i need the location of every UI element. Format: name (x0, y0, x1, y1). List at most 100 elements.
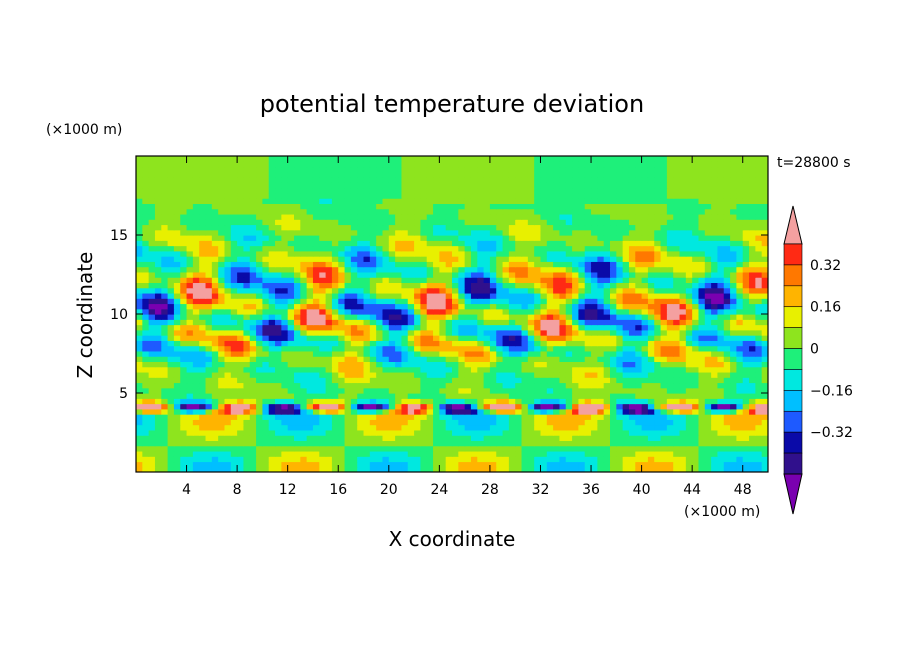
field-cell (458, 324, 466, 331)
field-cell (300, 287, 308, 294)
field-cell (414, 393, 421, 399)
field-cell (584, 345, 592, 352)
field-cell (666, 298, 674, 305)
field-cell (603, 371, 611, 378)
field-cell (647, 256, 655, 262)
field-cell (230, 261, 238, 268)
field-cell (730, 340, 737, 347)
field-cell (673, 398, 681, 405)
field-cell (294, 424, 301, 431)
field-cell (249, 266, 257, 273)
field-cell (249, 461, 257, 468)
field-cell (628, 229, 636, 236)
field-cell (565, 256, 573, 262)
field-cell (704, 456, 712, 463)
field-cell (294, 224, 301, 231)
field-cell (167, 382, 175, 389)
field-cell (350, 235, 358, 241)
field-cell (268, 408, 276, 415)
field-cell (546, 345, 554, 352)
field-cell (363, 398, 371, 405)
field-cell (414, 377, 421, 384)
field-cell (275, 356, 282, 362)
field-cell (717, 371, 725, 378)
field-cell (319, 250, 327, 257)
field-cell (591, 335, 598, 341)
field-cell (470, 240, 478, 247)
field-cell (521, 350, 529, 357)
field-cell (628, 361, 636, 368)
field-cell (711, 461, 719, 468)
field-cell (186, 445, 194, 452)
field-cell (603, 266, 611, 273)
field-cell (723, 292, 731, 299)
field-cell (584, 340, 592, 347)
field-cell (464, 366, 472, 373)
field-cell (666, 229, 674, 236)
field-cell (603, 224, 611, 231)
field-cell (521, 266, 529, 273)
field-cell (685, 208, 693, 215)
field-cell (704, 282, 712, 289)
field-cell (439, 208, 447, 215)
field-cell (458, 335, 466, 341)
field-cell (325, 356, 333, 362)
field-cell (395, 271, 403, 278)
field-cell (199, 229, 207, 236)
field-cell (256, 240, 263, 247)
field-cell (369, 235, 377, 241)
field-cell (136, 208, 143, 215)
field-cell (243, 324, 251, 331)
field-cell (142, 461, 150, 468)
field-cell (256, 408, 263, 415)
field-cell (205, 292, 213, 299)
field-cell (319, 356, 327, 362)
field-cell (319, 377, 327, 384)
field-cell (584, 324, 592, 331)
field-cell (717, 229, 725, 236)
field-cell (306, 319, 314, 326)
field-cell (540, 224, 548, 231)
field-cell (641, 398, 649, 405)
field-cell (673, 466, 681, 472)
field-cell (439, 419, 447, 426)
field-cell (180, 371, 188, 378)
field-cell (572, 366, 579, 373)
field-cell (249, 282, 257, 289)
field-cell (736, 224, 744, 231)
field-cell (470, 429, 478, 436)
field-cell (230, 219, 238, 226)
field-cell (237, 256, 245, 262)
field-cell (275, 319, 282, 326)
field-cell (426, 361, 434, 368)
field-cell (218, 345, 226, 352)
field-cell (616, 329, 624, 336)
field-cell (275, 424, 282, 431)
field-cell (736, 408, 744, 415)
field-cell (546, 213, 554, 220)
field-cell (628, 224, 636, 231)
field-cell (154, 424, 162, 431)
field-cell (148, 282, 156, 289)
field-cell (363, 440, 371, 447)
field-cell (445, 298, 453, 305)
field-cell (199, 314, 207, 320)
field-cell (470, 398, 478, 405)
field-cell (470, 277, 478, 283)
field-cell (698, 235, 706, 241)
field-cell (154, 382, 162, 389)
field-cell (142, 361, 150, 368)
field-cell (470, 403, 478, 410)
field-cell (654, 450, 662, 457)
field-cell (464, 398, 472, 405)
field-cell (591, 461, 598, 468)
field-cell (275, 340, 282, 347)
field-cell (597, 277, 605, 283)
field-cell (477, 393, 485, 399)
field-cell (635, 277, 643, 283)
field-cell (249, 403, 257, 410)
field-cell (230, 314, 238, 320)
field-cell (673, 224, 681, 231)
field-cell (679, 235, 687, 241)
field-cell (597, 324, 605, 331)
